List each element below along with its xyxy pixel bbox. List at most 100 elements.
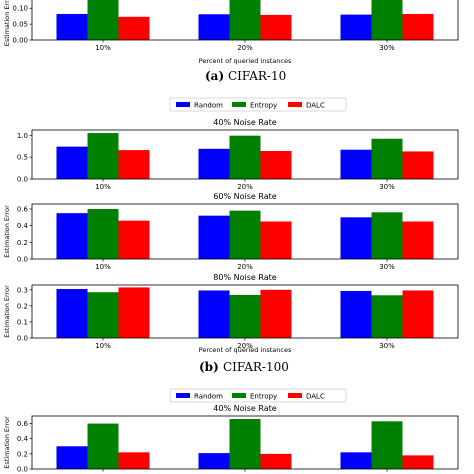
- legend-label-dalc: DALC: [306, 393, 325, 401]
- x-tick-label: 20%: [237, 183, 253, 191]
- bar-random-30pct: [340, 452, 372, 469]
- legend-label-entropy: Entropy: [250, 393, 277, 401]
- bar-entropy-20pct: [229, 135, 261, 179]
- bar-dalc-30pct: [402, 221, 434, 259]
- bar-entropy-10pct: [87, 423, 119, 469]
- bar-entropy-30pct: [371, 212, 403, 259]
- bar-random-10pct: [56, 146, 88, 179]
- x-tick-label: 30%: [379, 183, 395, 191]
- y-tick-label: 0.5: [17, 154, 28, 162]
- bar-dalc-20pct: [260, 14, 292, 40]
- y-axis-label: Estimation Error: [3, 416, 11, 469]
- legend-swatch-dalc: [288, 102, 302, 107]
- bar-entropy-30pct: [371, 295, 403, 338]
- x-tick-label: 10%: [95, 263, 111, 271]
- caption-b-text: CIFAR-100: [223, 360, 289, 374]
- bar-random-10pct: [56, 446, 88, 469]
- y-tick-label: 1.0: [17, 132, 28, 140]
- bar-random-20pct: [198, 14, 230, 40]
- bar-random-30pct: [340, 14, 372, 40]
- bar-random-20pct: [198, 215, 230, 259]
- legend-swatch-dalc: [288, 393, 302, 398]
- legend-swatch-entropy: [232, 393, 246, 398]
- bar-dalc-20pct: [260, 221, 292, 259]
- bar-entropy-30pct: [371, 421, 403, 469]
- panel-2: 10% 20% 30% 0.0 0.5 1.0 40% Noise Rate: [17, 118, 459, 191]
- x-tick-label: 10%: [95, 183, 111, 191]
- bar-dalc-30pct: [402, 290, 434, 338]
- bar-random-10pct: [56, 289, 88, 338]
- bar-dalc-30pct: [402, 455, 434, 469]
- caption-b-letter: (b): [199, 360, 219, 374]
- bar-dalc-30pct: [402, 13, 434, 40]
- bar-entropy-20pct: [229, 294, 261, 338]
- bar-entropy-20pct: [229, 210, 261, 259]
- bar-entropy-10pct: [87, 209, 119, 259]
- bar-dalc-20pct: [260, 289, 292, 338]
- y-tick-label: 0.10: [12, 5, 28, 13]
- bar-random-20pct: [198, 453, 230, 469]
- panel-title: 40% Noise Rate: [213, 118, 276, 127]
- bar-random-30pct: [340, 217, 372, 259]
- y-tick-label: 0.6: [17, 420, 29, 428]
- x-axis-label: Percent of queried instances: [199, 57, 292, 65]
- panel-title: 40% Noise Rate: [213, 404, 276, 413]
- y-tick-label: 0.6: [17, 206, 29, 214]
- bar-entropy-20pct: [229, 419, 261, 469]
- x-tick-label: 30%: [379, 263, 395, 271]
- bar-dalc-20pct: [260, 453, 292, 469]
- y-tick-label: 0.2: [17, 302, 28, 310]
- bar-random-30pct: [340, 149, 372, 179]
- x-axis-label: Percent of queried instances: [199, 346, 292, 354]
- x-tick-label: 20%: [237, 44, 253, 52]
- legend-swatch-random: [176, 393, 190, 398]
- y-tick-label: 0.4: [17, 222, 29, 230]
- bars: [56, 287, 434, 338]
- panel-title: 80% Noise Rate: [213, 273, 276, 282]
- axes-frame: [31, 284, 459, 339]
- legend-cifar100: Random Entropy DALC: [169, 97, 347, 112]
- bar-random-10pct: [56, 13, 88, 40]
- y-tick-label: 0.4: [17, 435, 29, 443]
- y-tick-label: 0.2: [17, 450, 28, 458]
- bar-entropy-30pct: [371, 0, 403, 40]
- legend-box: [169, 97, 347, 112]
- bars: [56, 419, 434, 469]
- axes-frame: [31, 129, 459, 180]
- bar-dalc-10pct: [118, 287, 150, 338]
- y-tick-label: 0.0: [17, 335, 28, 343]
- axes-frame: [31, 415, 459, 470]
- bar-random-30pct: [340, 290, 372, 338]
- x-tick-label: 30%: [379, 44, 395, 52]
- y-axis-label: Estimation Error: [3, 285, 11, 338]
- legend-swatch-random: [176, 102, 190, 107]
- legend-label-dalc: DALC: [306, 102, 325, 110]
- bar-entropy-30pct: [371, 138, 403, 179]
- bar-dalc-30pct: [402, 151, 434, 179]
- caption-a-letter: (a): [205, 69, 224, 83]
- bar-dalc-20pct: [260, 151, 292, 179]
- panel-4: 10% 20% 30% 0.0 0.1 0.2 0.3 80% Noise Rate Estim…: [3, 273, 459, 354]
- bar-entropy-20pct: [229, 0, 261, 40]
- legend-label-random: Random: [194, 393, 223, 401]
- y-tick-label: 0.00: [12, 37, 28, 45]
- bars: [56, 133, 434, 179]
- axes-frame: [31, 0, 459, 41]
- bar-dalc-10pct: [118, 452, 150, 469]
- x-tick-label: 20%: [237, 263, 253, 271]
- panel-5: 10%20%30%0.00.20.40.640% Noise RateEstim…: [3, 404, 459, 474]
- bars: [56, 0, 434, 40]
- panel-title: 60% Noise Rate: [213, 192, 276, 201]
- axes-frame: [31, 203, 459, 260]
- y-tick-label: 0.1: [17, 318, 28, 326]
- x-tick-label: 10%: [95, 342, 111, 350]
- bar-entropy-10pct: [87, 0, 119, 40]
- legend-bottom: Random Entropy DALC: [169, 388, 347, 403]
- legend-label-random: Random: [194, 102, 223, 110]
- bar-random-20pct: [198, 148, 230, 179]
- legend-label-entropy: Entropy: [250, 102, 277, 110]
- bar-entropy-10pct: [87, 292, 119, 338]
- x-tick-label: 10%: [95, 44, 111, 52]
